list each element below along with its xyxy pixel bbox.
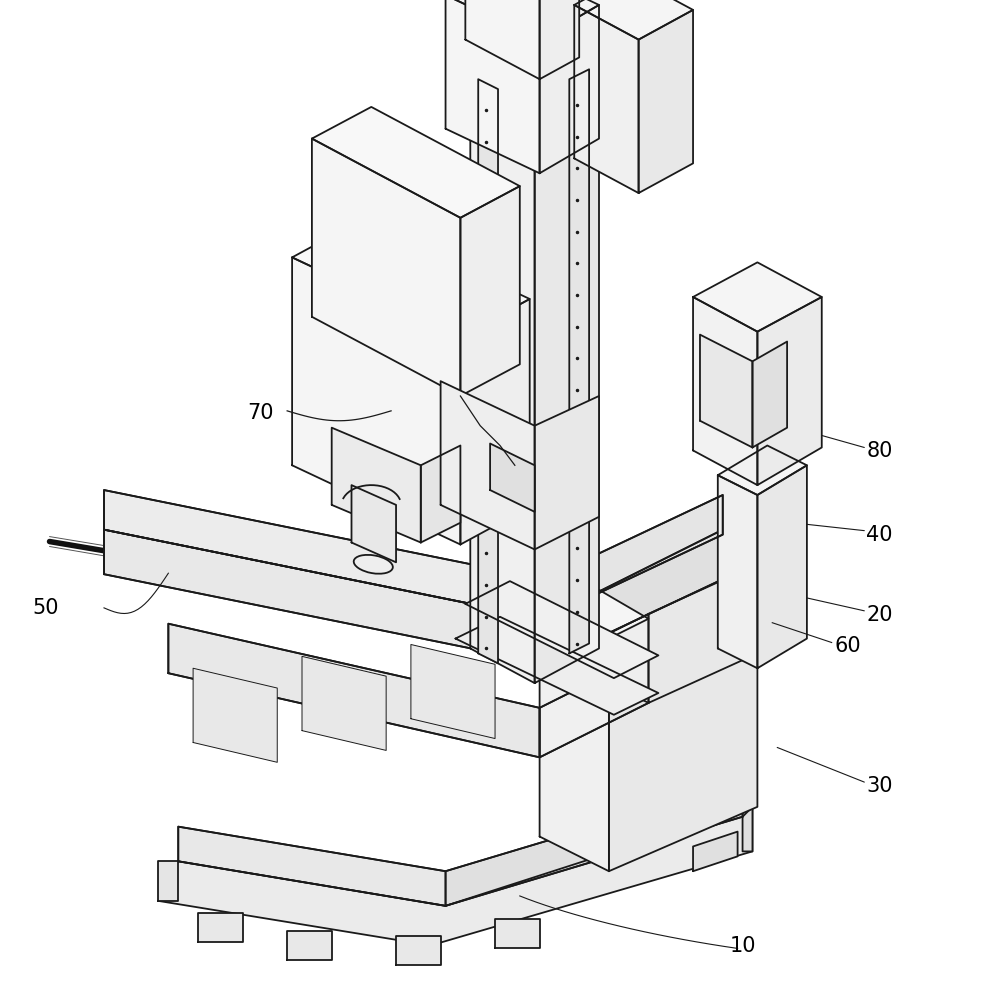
Polygon shape bbox=[193, 668, 277, 762]
Polygon shape bbox=[168, 624, 648, 757]
Polygon shape bbox=[535, 396, 599, 549]
Polygon shape bbox=[332, 428, 421, 543]
Polygon shape bbox=[292, 220, 530, 337]
Polygon shape bbox=[104, 530, 723, 663]
Polygon shape bbox=[693, 262, 822, 332]
Polygon shape bbox=[168, 624, 540, 757]
Polygon shape bbox=[535, 50, 599, 683]
Polygon shape bbox=[158, 861, 178, 901]
Polygon shape bbox=[302, 656, 386, 750]
Polygon shape bbox=[545, 530, 723, 663]
Polygon shape bbox=[757, 465, 807, 668]
Polygon shape bbox=[490, 444, 535, 512]
Text: 50: 50 bbox=[33, 598, 59, 618]
Polygon shape bbox=[104, 490, 545, 619]
Polygon shape bbox=[352, 485, 396, 562]
Polygon shape bbox=[446, 0, 599, 40]
Polygon shape bbox=[574, 5, 639, 193]
Text: 10: 10 bbox=[730, 937, 756, 956]
Polygon shape bbox=[396, 936, 441, 965]
Text: 70: 70 bbox=[248, 403, 274, 423]
Polygon shape bbox=[609, 614, 648, 703]
Polygon shape bbox=[411, 644, 495, 739]
Polygon shape bbox=[455, 617, 658, 715]
Polygon shape bbox=[540, 653, 648, 757]
Polygon shape bbox=[312, 139, 460, 396]
Polygon shape bbox=[470, 54, 535, 683]
Polygon shape bbox=[446, 0, 540, 173]
Polygon shape bbox=[495, 919, 540, 948]
Polygon shape bbox=[465, 0, 540, 79]
Text: 20: 20 bbox=[866, 605, 893, 625]
Polygon shape bbox=[287, 931, 332, 960]
Polygon shape bbox=[648, 564, 757, 703]
Polygon shape bbox=[540, 0, 579, 79]
Polygon shape bbox=[470, 15, 599, 89]
Polygon shape bbox=[178, 782, 743, 906]
Text: 80: 80 bbox=[866, 442, 893, 461]
Polygon shape bbox=[540, 584, 648, 639]
Polygon shape bbox=[609, 609, 757, 871]
Polygon shape bbox=[460, 299, 530, 545]
Polygon shape bbox=[178, 827, 446, 906]
Polygon shape bbox=[569, 69, 589, 653]
Polygon shape bbox=[540, 564, 757, 678]
Polygon shape bbox=[700, 335, 752, 447]
Polygon shape bbox=[540, 599, 609, 678]
Polygon shape bbox=[465, 581, 658, 678]
Polygon shape bbox=[752, 342, 787, 447]
Polygon shape bbox=[609, 564, 757, 678]
Polygon shape bbox=[545, 495, 723, 619]
Polygon shape bbox=[718, 475, 757, 668]
Polygon shape bbox=[104, 530, 545, 663]
Polygon shape bbox=[693, 832, 738, 871]
Polygon shape bbox=[198, 913, 243, 942]
Polygon shape bbox=[693, 297, 757, 485]
Polygon shape bbox=[460, 186, 520, 396]
Polygon shape bbox=[718, 446, 807, 495]
Polygon shape bbox=[104, 490, 723, 619]
Polygon shape bbox=[574, 0, 693, 40]
Text: 30: 30 bbox=[866, 776, 893, 796]
Polygon shape bbox=[540, 5, 599, 173]
Text: 60: 60 bbox=[835, 637, 861, 656]
Polygon shape bbox=[421, 446, 460, 543]
Polygon shape bbox=[757, 297, 822, 485]
Polygon shape bbox=[639, 10, 693, 193]
Polygon shape bbox=[743, 807, 752, 851]
Polygon shape bbox=[292, 257, 460, 544]
Polygon shape bbox=[540, 644, 609, 871]
Ellipse shape bbox=[354, 554, 393, 574]
Polygon shape bbox=[158, 807, 752, 945]
Polygon shape bbox=[478, 79, 498, 663]
Polygon shape bbox=[446, 782, 743, 906]
Polygon shape bbox=[312, 107, 520, 218]
Polygon shape bbox=[441, 381, 535, 549]
Text: 40: 40 bbox=[866, 525, 893, 545]
